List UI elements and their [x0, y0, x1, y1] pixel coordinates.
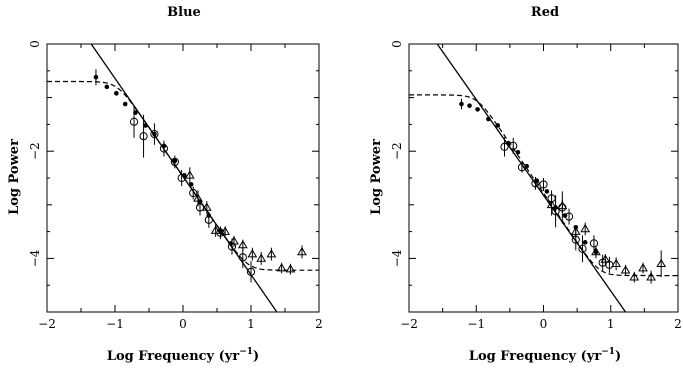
chart-panel-blue: Blue Log Power Log Frequency (yr−1) −2 −1… — [7, 5, 323, 364]
y-tick-label: −2 — [390, 142, 404, 160]
data-point-filled-circle — [486, 117, 491, 122]
data-point-filled-circle — [583, 240, 588, 245]
x-axis-label-text: Log Frequency (yr — [107, 349, 240, 364]
y-tick-label: 0 — [28, 40, 42, 48]
power-law-line — [91, 44, 277, 312]
chart-title: Blue — [167, 5, 201, 20]
y-tick-label: −4 — [390, 249, 404, 267]
data-point-filled-circle — [123, 102, 128, 107]
y-axis-label: Log Power — [369, 139, 384, 215]
x-tick-label: 0 — [540, 317, 548, 331]
data-point-filled-circle — [467, 103, 472, 108]
x-tick-label: 2 — [674, 317, 682, 331]
x-axis-label-close: ) — [615, 349, 621, 364]
data-point-filled-circle — [516, 150, 521, 155]
x-axis-label: Log Frequency (yr−1) — [469, 347, 621, 364]
x-axis-label-close: ) — [253, 349, 259, 364]
chart-title: Red — [531, 5, 559, 20]
y-tick-label: 0 — [390, 40, 404, 48]
x-tick-label: 0 — [179, 317, 187, 331]
x-tick-label: −2 — [400, 317, 418, 331]
x-axis-label: Log Frequency (yr−1) — [107, 347, 259, 364]
data-point-filled-circle — [114, 91, 119, 96]
data-point-filled-circle — [459, 102, 464, 107]
plot-frame — [47, 44, 319, 312]
x-tick-label: 1 — [607, 317, 615, 331]
data-point-filled-circle — [105, 85, 110, 90]
data-point-filled-circle — [495, 123, 500, 128]
data-point-filled-circle — [545, 189, 550, 194]
power-law-line — [437, 44, 625, 312]
y-tick-label: −4 — [28, 249, 42, 267]
data-point-filled-circle — [94, 75, 99, 80]
x-tick-label: −2 — [38, 317, 56, 331]
x-tick-label: 1 — [247, 317, 255, 331]
x-tick-label: −1 — [106, 317, 124, 331]
x-tick-label: 2 — [315, 317, 323, 331]
y-axis-label: Log Power — [7, 139, 22, 215]
y-tick-label: −2 — [28, 142, 42, 160]
x-axis-label-sup: −1 — [239, 347, 253, 357]
data-point-filled-circle — [475, 107, 480, 112]
x-tick-label: −1 — [467, 317, 485, 331]
chart-panel-red: Red Log Power Log Frequency (yr−1) −2 −1 0… — [369, 5, 682, 364]
x-axis-label-text: Log Frequency (yr — [469, 349, 602, 364]
x-axis-label-sup: −1 — [601, 347, 615, 357]
